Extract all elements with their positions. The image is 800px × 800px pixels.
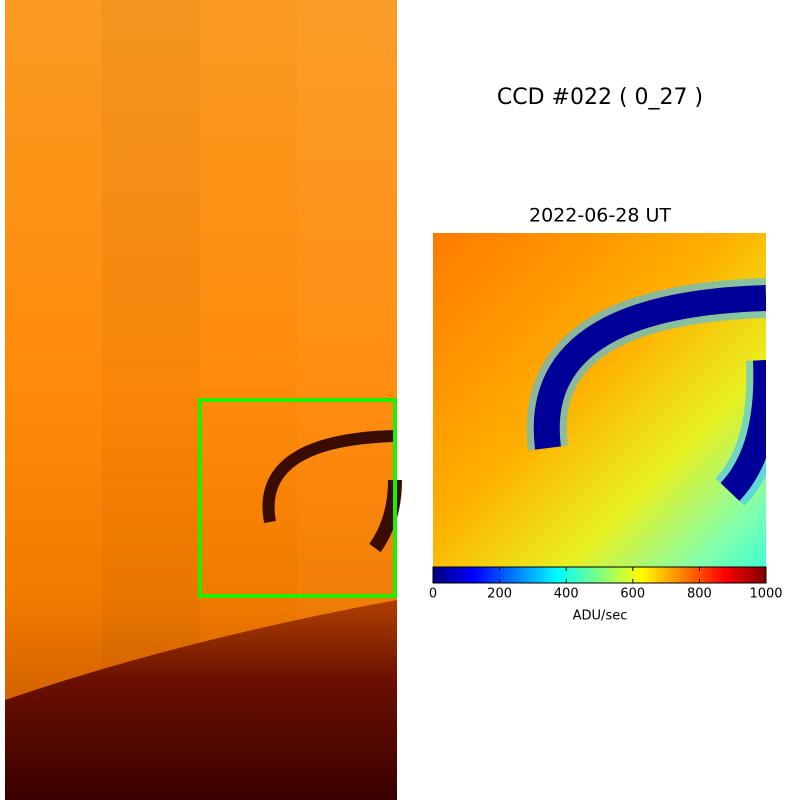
colorbar-tick-label: 400	[554, 587, 579, 602]
colorbar-tick-label: 800	[687, 587, 712, 602]
zoom-title: 2022-06-28 UT	[529, 205, 671, 227]
colorbar-tick-label: 0	[429, 587, 437, 602]
colorbar-label: ADU/sec	[573, 609, 628, 624]
colorbar-scale	[432, 566, 767, 584]
colorbar	[432, 566, 767, 584]
colorbar-tick-label: 600	[620, 587, 645, 602]
full-ccd-image	[5, 0, 402, 800]
colorbar-tick-label: 1000	[749, 587, 782, 602]
colorbar-tick-label: 200	[487, 587, 512, 602]
zoom-image	[433, 233, 766, 567]
figure-title: CCD #022 ( 0_27 )	[497, 85, 703, 110]
